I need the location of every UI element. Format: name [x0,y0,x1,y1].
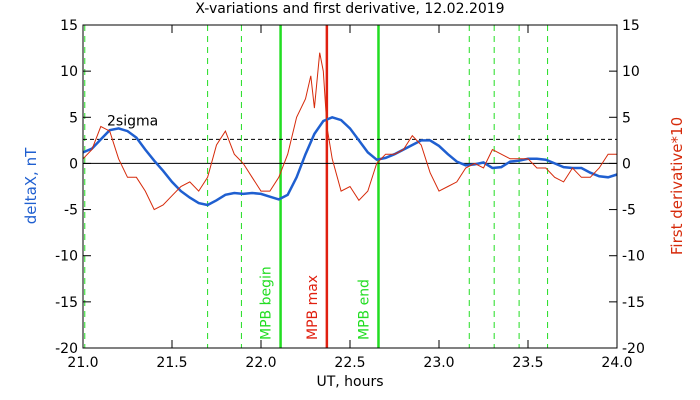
x-tick-label: 23.0 [423,355,454,371]
x-tick-label: 24.0 [601,355,632,371]
y-tick-label: 5 [69,110,78,126]
x-tick-label: 23.5 [512,355,543,371]
y-tick-label: -5 [64,203,78,219]
reference-label: 2sigma [107,113,158,129]
y-axis-label: deltaX, nT [22,147,40,224]
marker-label: MPB begin [259,266,275,340]
y2-tick-label: -10 [622,249,645,265]
marker-label: MPB max [305,275,321,340]
data-line [82,115,618,207]
y2-tick-label: 0 [622,156,631,172]
x-tick-label: 21.5 [156,355,187,371]
y-tick-label: -10 [55,249,78,265]
x-tick-label: 22.0 [245,355,276,371]
y-tick-label: 0 [69,156,78,172]
chart-title: X-variations and first derivative, 12.02… [195,1,504,17]
y2-tick-label: -20 [622,341,645,357]
y-tick-label: -20 [55,341,78,357]
y-tick-label: 15 [60,18,78,34]
data-line [82,52,617,211]
y2-tick-label: -5 [622,203,636,219]
marker-label: MPB end [356,279,372,340]
y2-axis-label: First derivative*10 [668,117,686,255]
y2-tick-label: -15 [622,295,645,311]
y2-tick-label: 10 [622,64,640,80]
x-tick-label: 21.0 [67,355,98,371]
x-axis-label: UT, hours [316,374,383,390]
y-tick-label: 10 [60,64,78,80]
y-tick-label: -15 [55,295,78,311]
y2-tick-label: 5 [622,110,631,126]
y2-tick-label: 15 [622,18,640,34]
x-tick-label: 22.5 [334,355,365,371]
